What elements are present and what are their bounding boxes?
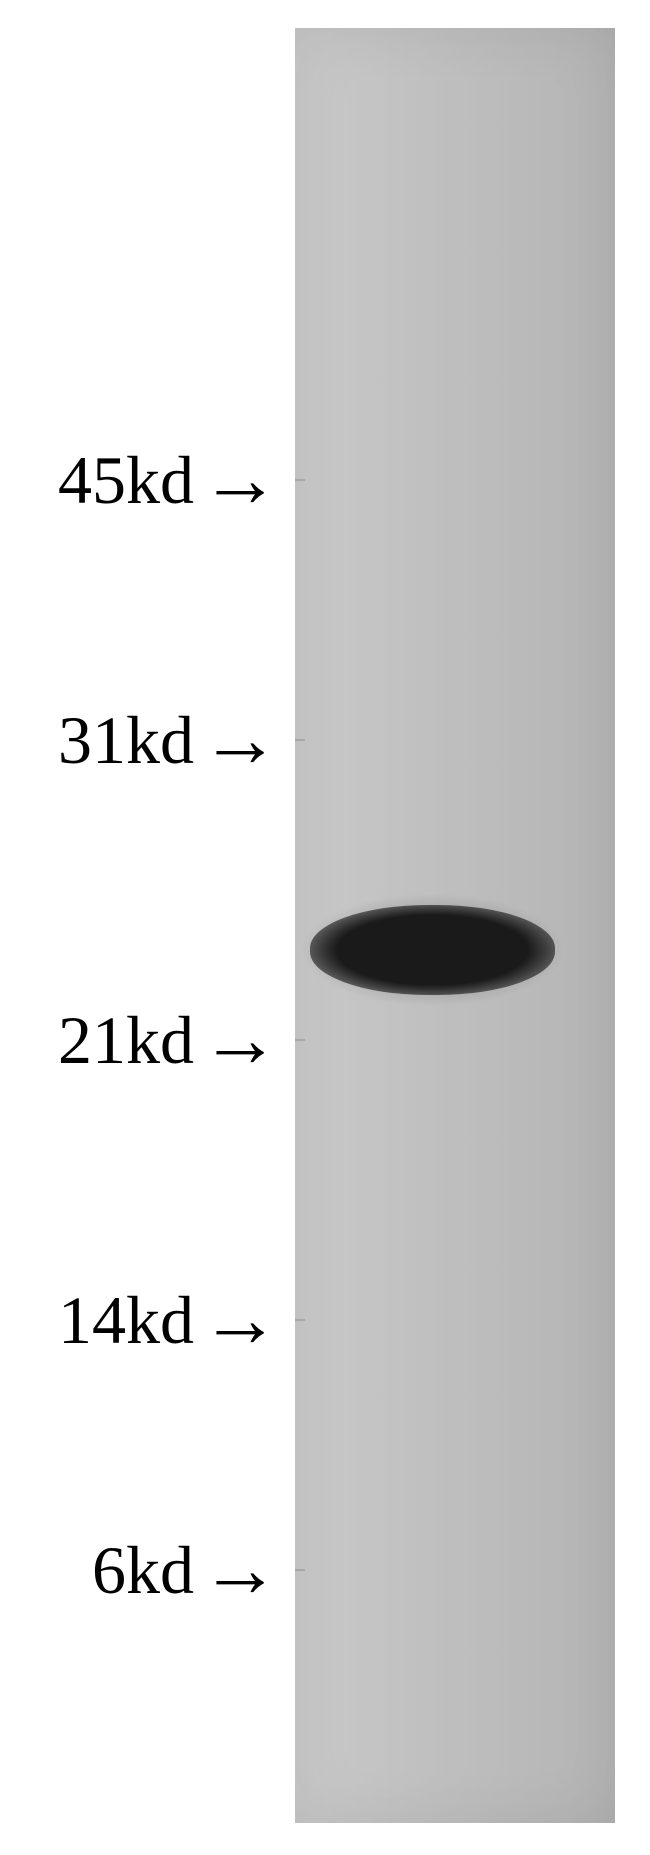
- blot-figure: WWW.PTGLAB.COM 45kd→31kd→21kd→14kd→6kd→: [0, 0, 650, 1855]
- ladder-tick: [295, 1039, 305, 1041]
- arrow-right-icon: →: [200, 440, 280, 520]
- arrow-right-icon: →: [200, 1530, 280, 1610]
- arrow-right-icon: →: [200, 1280, 280, 1360]
- ladder-tick: [295, 1569, 305, 1571]
- ladder-tick: [295, 479, 305, 481]
- mw-marker: 14kd→: [60, 1280, 280, 1360]
- mw-marker: 45kd→: [60, 440, 280, 520]
- mw-marker: 6kd→: [95, 1530, 280, 1610]
- mw-marker: 21kd→: [60, 1000, 280, 1080]
- ladder-tick: [295, 1319, 305, 1321]
- mw-marker-label: 14kd: [58, 1281, 194, 1360]
- mw-marker-label: 21kd: [58, 1001, 194, 1080]
- ladder-tick: [295, 739, 305, 741]
- arrow-right-icon: →: [200, 700, 280, 780]
- mw-marker-label: 31kd: [58, 701, 194, 780]
- arrow-right-icon: →: [200, 1000, 280, 1080]
- blot-band: [310, 905, 555, 995]
- mw-marker: 31kd→: [60, 700, 280, 780]
- mw-marker-label: 45kd: [58, 441, 194, 520]
- mw-marker-label: 6kd: [92, 1531, 194, 1610]
